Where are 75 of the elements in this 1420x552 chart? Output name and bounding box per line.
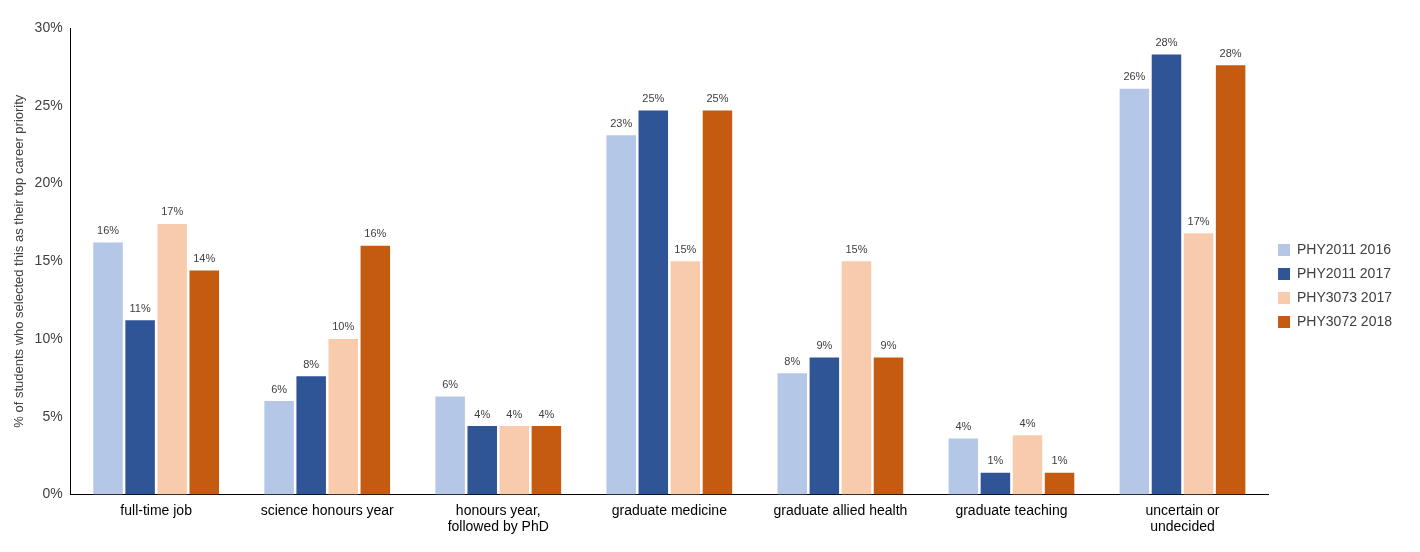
- bar: [638, 110, 669, 495]
- data-label: 4%: [506, 407, 523, 420]
- bar: [873, 357, 904, 495]
- data-label: 17%: [1187, 214, 1210, 227]
- y-tick-label: 20%: [34, 174, 63, 191]
- bar: [189, 270, 220, 495]
- data-label: 28%: [1219, 46, 1242, 59]
- bar: [1119, 88, 1150, 495]
- data-label: 4%: [955, 419, 972, 432]
- data-label: 10%: [332, 320, 355, 333]
- bar: [1044, 472, 1075, 495]
- bar: [93, 242, 123, 495]
- data-label: 9%: [816, 339, 833, 352]
- data-label: 8%: [303, 357, 320, 370]
- bar: [1151, 54, 1182, 495]
- y-tick-label: 25%: [34, 96, 63, 113]
- bar: [296, 376, 326, 495]
- bar: [531, 426, 562, 495]
- data-label: 4%: [1019, 416, 1036, 429]
- y-tick-label: 5%: [42, 407, 63, 424]
- bar: [980, 472, 1011, 495]
- bar: [670, 261, 701, 495]
- x-tick-label: honours year, followed by PhD: [447, 501, 549, 535]
- bar: [841, 261, 872, 495]
- bar: [125, 320, 155, 495]
- data-label: 26%: [1123, 70, 1146, 83]
- bar: [328, 338, 358, 495]
- data-label: 14%: [193, 252, 216, 265]
- x-tick-label: uncertain or undecided: [1145, 501, 1220, 535]
- data-label: 9%: [880, 339, 897, 352]
- data-label: 16%: [97, 224, 120, 237]
- data-label: 25%: [706, 91, 729, 104]
- x-tick-label: graduate teaching: [955, 501, 1068, 518]
- bar: [606, 135, 636, 495]
- y-tick-label: 30%: [34, 18, 63, 35]
- x-tick-label: graduate medicine: [611, 501, 728, 518]
- bar: [157, 223, 187, 495]
- data-label: 25%: [642, 91, 665, 104]
- bar: [467, 426, 497, 495]
- legend-label: PHY2011 2016: [1297, 240, 1392, 257]
- data-label: 1%: [987, 454, 1004, 467]
- bar: [702, 110, 733, 495]
- legend-label: PHY3072 2018: [1297, 312, 1393, 329]
- y-tick-label: 15%: [34, 252, 63, 269]
- data-label: 4%: [474, 407, 491, 420]
- x-tick-label: full-time job: [120, 501, 193, 518]
- x-tick-label: science honours year: [260, 501, 395, 518]
- data-label: 15%: [674, 242, 697, 255]
- bar: [809, 357, 840, 495]
- bar: [1215, 65, 1246, 495]
- bar: [1183, 233, 1214, 495]
- bar: [360, 245, 391, 495]
- data-label: 17%: [161, 205, 184, 218]
- legend-label: PHY3073 2017: [1297, 288, 1393, 305]
- legend-label: PHY2011 2017: [1297, 264, 1392, 281]
- y-tick-label: 10%: [34, 329, 63, 346]
- bar: [948, 438, 979, 495]
- data-label: 15%: [845, 242, 868, 255]
- data-label: 28%: [1155, 35, 1178, 48]
- data-label: 6%: [442, 377, 459, 390]
- y-axis-title: % of students who selected this as their top career priority: [11, 94, 27, 428]
- x-tick-label: graduate allied health: [773, 501, 908, 518]
- bar: [435, 396, 465, 495]
- y-tick-label: 0%: [42, 485, 63, 502]
- data-label: 1%: [1051, 454, 1068, 467]
- bar: [499, 426, 530, 495]
- data-label: 4%: [538, 407, 555, 420]
- bar: [777, 373, 808, 495]
- data-label: 16%: [364, 227, 387, 240]
- bar: [264, 401, 294, 495]
- data-label: 8%: [784, 354, 801, 367]
- data-label: 11%: [129, 301, 151, 314]
- data-label: 6%: [271, 382, 288, 395]
- data-label: 23%: [610, 116, 633, 129]
- bar: [1012, 435, 1043, 495]
